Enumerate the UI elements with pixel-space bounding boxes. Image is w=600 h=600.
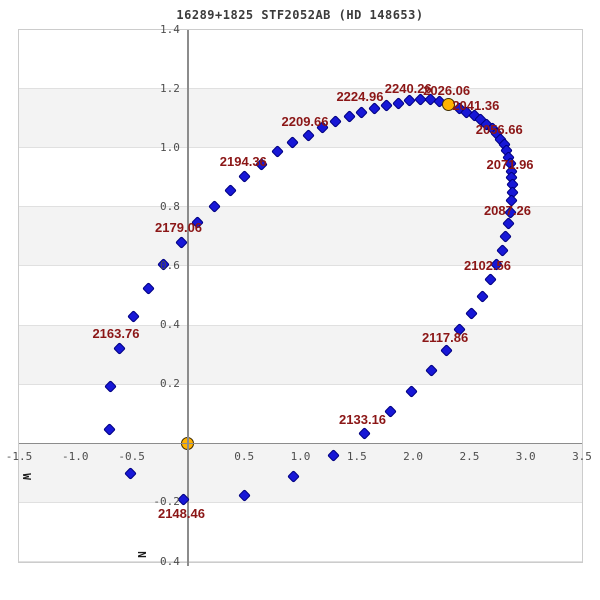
- grid-band: [19, 206, 582, 266]
- epoch-label: 2179.06: [155, 220, 203, 236]
- chart-title: 16289+1825 STF2052AB (HD 148653): [176, 8, 424, 22]
- y-tick-label: 1.4: [160, 22, 180, 36]
- plot-border: [18, 28, 583, 563]
- y-axis-line: [187, 29, 189, 566]
- y-tick-label: 0.2: [160, 377, 180, 391]
- x-tick-label: 2.5: [459, 450, 480, 464]
- grid-band: [19, 325, 582, 385]
- grid-band: [19, 443, 582, 503]
- epoch-label: 2163.76: [92, 326, 140, 342]
- epoch-label: 2087.26: [483, 202, 531, 218]
- gridline: [19, 501, 582, 503]
- x-tick-label: -1.0: [62, 450, 89, 464]
- y-tick-label: 0.8: [160, 199, 180, 213]
- y-tick-label: 0.6: [160, 258, 180, 272]
- y-tick-label: 1.0: [160, 140, 180, 154]
- epoch-label: 2102.56: [464, 257, 512, 273]
- x-tick-label: -0.5: [118, 450, 145, 464]
- epoch-label: 2117.86: [421, 329, 469, 345]
- current-epoch-marker: [441, 98, 455, 112]
- x-axis-line: [19, 442, 582, 444]
- y-tick-label: 0.4: [160, 554, 180, 568]
- epoch-label: 2194.36: [219, 153, 267, 169]
- epoch-label: 2224.96: [336, 89, 384, 105]
- gridline: [19, 265, 582, 267]
- gridline: [19, 324, 582, 326]
- y-tick-label: 1.2: [160, 81, 180, 95]
- x-tick-label: 1.5: [346, 450, 367, 464]
- epoch-label: 2041.36: [452, 97, 500, 113]
- gridline: [19, 383, 582, 385]
- y-tick-label: -0.2: [153, 495, 180, 509]
- gridline: [19, 206, 582, 208]
- gridline: [19, 29, 582, 30]
- grid-band: [19, 88, 582, 148]
- x-tick-label: 1.0: [290, 450, 311, 464]
- epoch-label: 2071.96: [486, 157, 534, 173]
- gridline: [19, 147, 582, 149]
- epoch-label: 2056.66: [475, 121, 523, 137]
- y-tick-label: 0.4: [160, 318, 180, 332]
- gridline: [19, 88, 582, 90]
- x-tick-label: 2.0: [403, 450, 424, 464]
- x-tick-label: 3.0: [515, 450, 536, 464]
- x-tick-label: 0.5: [234, 450, 255, 464]
- epoch-label: 2148.46: [157, 505, 205, 521]
- west-axis-label: W: [19, 473, 33, 481]
- epoch-label: 2026.06: [423, 82, 471, 98]
- north-axis-label: N: [134, 550, 148, 558]
- x-tick-label: -1.5: [5, 450, 33, 464]
- x-tick-label: 3.5: [572, 450, 592, 464]
- epoch-label: 2209.66: [281, 113, 329, 129]
- epoch-label: 2240.26: [384, 80, 432, 96]
- epoch-label: 2133.16: [339, 411, 387, 427]
